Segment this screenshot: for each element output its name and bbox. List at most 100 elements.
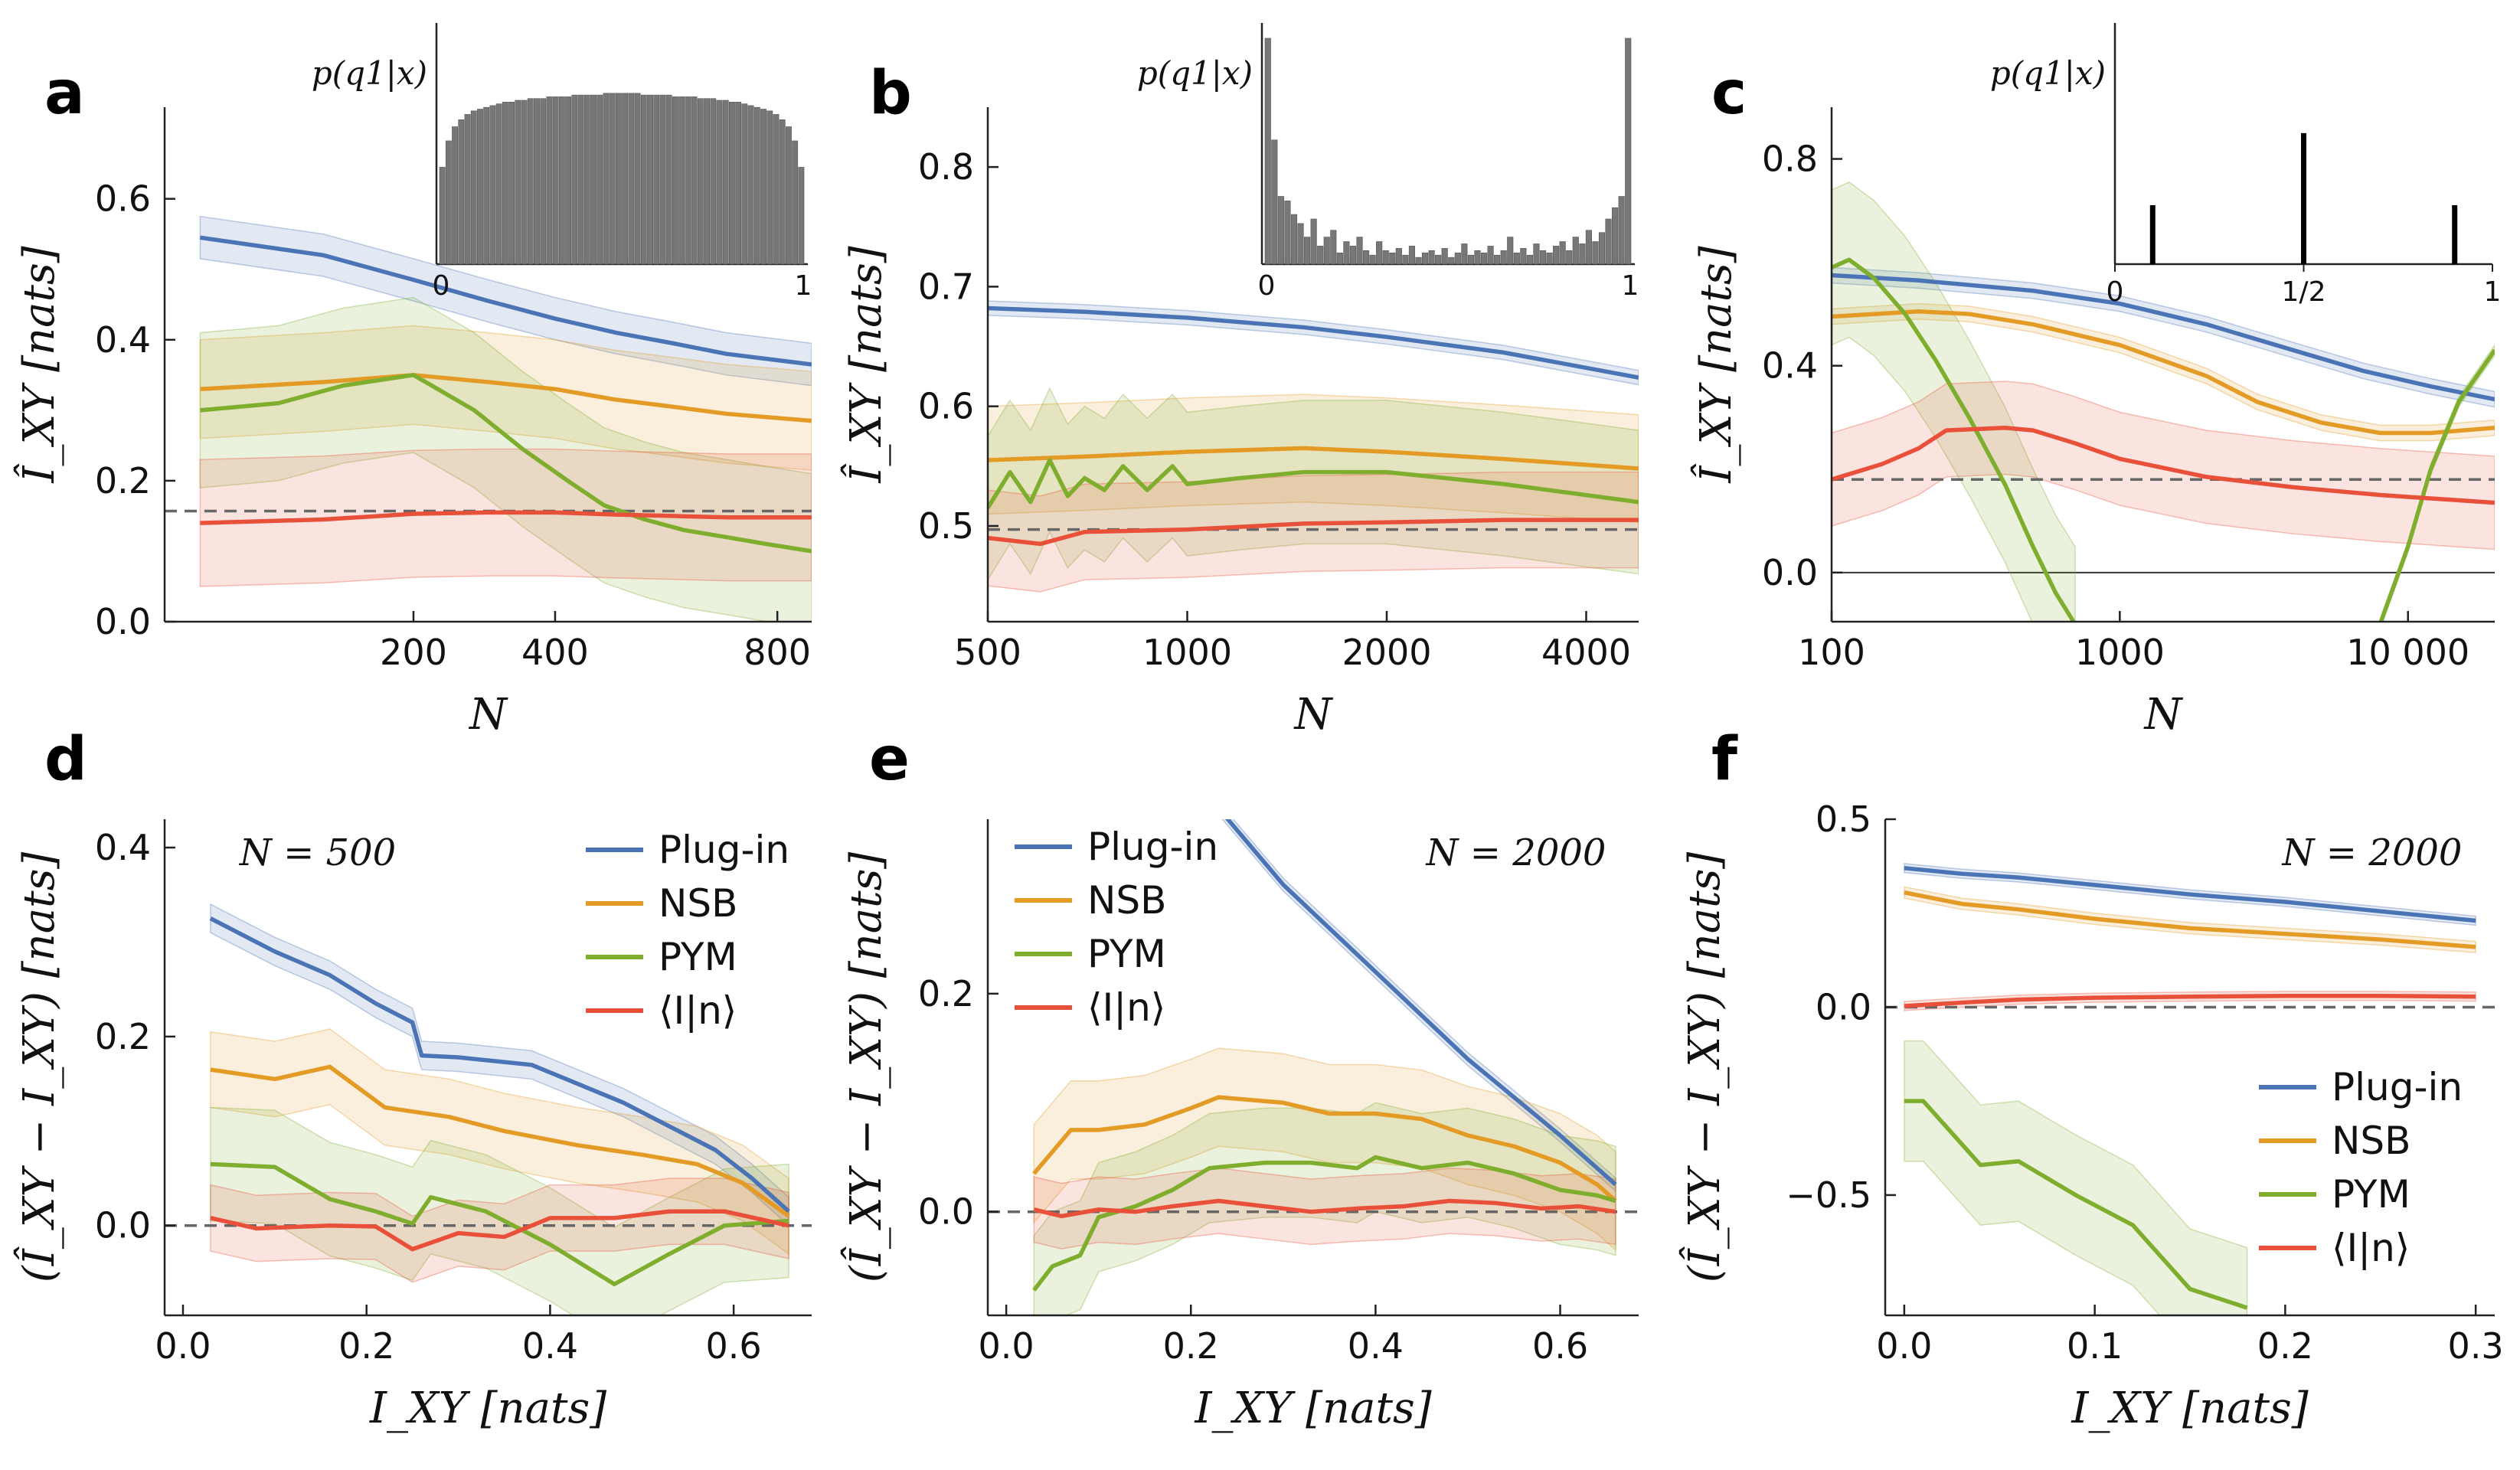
inset-bar — [1585, 230, 1592, 265]
inset-bar — [735, 102, 742, 265]
panel-e: e 0.0 0.2 0.0 0.2 0.4 0.6 I_XY [nats] (Î_XY − I… — [840, 725, 1639, 1433]
legend-label: PYM — [2332, 1172, 2411, 1217]
inset-bar — [685, 96, 691, 265]
inset-bar — [678, 96, 685, 265]
plot-area — [1832, 181, 2495, 622]
panel-letter-f: f — [1711, 725, 1738, 794]
inset-bar — [477, 109, 483, 265]
x-axis-label: N — [2143, 690, 2184, 740]
inset-bar — [779, 119, 786, 265]
inset-bar — [1264, 38, 1271, 265]
inset-bar — [1290, 214, 1298, 265]
series-line-in — [210, 1209, 789, 1252]
inset-histogram: p(q1|x) 0 1 — [312, 23, 812, 302]
inset-bar — [1461, 243, 1468, 265]
inset-bar — [1605, 218, 1612, 265]
inset-bar — [672, 96, 678, 265]
inset-bar — [1448, 256, 1455, 265]
inset-bar — [1467, 254, 1474, 265]
inset-bar — [1395, 248, 1402, 265]
inset-bar — [1369, 254, 1376, 265]
legend-label: Plug-in — [659, 828, 789, 872]
inset-bar — [534, 98, 540, 265]
x-tick-label: 4000 — [1541, 632, 1631, 673]
inset-bar — [527, 98, 534, 265]
x-tick-label: 2000 — [1342, 632, 1431, 673]
legend-label: ⟨I|n⟩ — [2332, 1226, 2410, 1270]
series-line-plugin — [1224, 819, 1617, 1187]
panel-a: a 0.0 0.2 0.4 0.6 200 400 800 N Î_XY [nats] p(q1|… — [13, 23, 812, 740]
series-line-in — [1904, 993, 2476, 1008]
inset-bar — [1435, 254, 1442, 265]
y-tick-label: 0.2 — [95, 1016, 151, 1057]
y-tick-label: 0.6 — [918, 386, 974, 427]
inset-bar — [691, 96, 698, 265]
band-nsb — [988, 394, 1639, 524]
y-tick-label: 0.6 — [95, 178, 151, 220]
inset-bar — [615, 93, 622, 265]
series-line-nsb — [1032, 1095, 1617, 1203]
panel-b: b 0.5 0.6 0.7 0.8 500 1000 2000 4000 N Î_XY [nats… — [840, 23, 1639, 740]
inset-bar — [760, 109, 766, 265]
band-nsb — [1832, 302, 2495, 442]
x-axis-label: N — [1293, 690, 1334, 740]
x-axis-label: I_XY [nats] — [369, 1383, 606, 1433]
inset-bar — [1441, 248, 1448, 265]
y-tick-label: −0.5 — [1786, 1174, 1871, 1216]
plot-area — [165, 215, 812, 622]
series-line-pym — [1832, 257, 2077, 622]
band-plugin — [1832, 266, 2495, 408]
inset-bar — [1579, 243, 1586, 265]
inset-bar — [741, 103, 748, 265]
inset-bar — [1618, 196, 1625, 265]
y-tick-label: 0.4 — [95, 319, 151, 361]
x-tick-label: 0.2 — [1163, 1325, 1219, 1367]
y-tick-label: 0.5 — [918, 505, 974, 547]
legend-label: NSB — [659, 881, 737, 926]
inset-tick-label: 1/2 — [2282, 276, 2326, 308]
series-line-pym — [210, 1161, 789, 1287]
series-line-plugin — [209, 916, 790, 1214]
inset-bar — [773, 114, 780, 265]
inset-label: p(q1|x) — [312, 54, 427, 92]
y-tick-label: 0.0 — [95, 601, 151, 642]
inset-bar — [659, 94, 666, 265]
inset-bar — [1480, 252, 1488, 265]
inset-bar — [1343, 241, 1350, 265]
y-tick-label: 0.4 — [1762, 345, 1818, 387]
inset-bar — [552, 96, 559, 265]
y-tick-label: 0.2 — [95, 460, 151, 501]
inset-bar — [1408, 246, 1416, 265]
inset-bar — [452, 126, 458, 265]
legend-label: PYM — [1087, 932, 1166, 976]
inset-bar — [722, 100, 729, 265]
inset-bar — [1330, 230, 1337, 265]
inset-bar — [439, 167, 446, 265]
inset-bar — [596, 94, 603, 265]
inset-bar — [628, 93, 635, 265]
inset-bar — [571, 94, 578, 265]
inset-histogram: p(q1|x) 0 1/2 1 — [1990, 23, 2501, 308]
band-nsb — [1033, 1047, 1616, 1252]
inset-bar — [1533, 243, 1540, 265]
y-axis-label: (Î_XY − I_XY) [nats] — [13, 852, 64, 1282]
inset-bar — [540, 98, 547, 265]
inset-bar — [483, 106, 490, 265]
inset-bar — [798, 167, 805, 265]
inset-bar — [1415, 256, 1422, 265]
inset-bar — [1526, 254, 1533, 265]
inset-bar — [747, 105, 754, 265]
inset-bar — [1382, 250, 1389, 265]
band-in — [199, 448, 812, 587]
inset-bar — [445, 140, 452, 265]
y-tick-label: 0.7 — [918, 266, 974, 307]
legend-label: Plug-in — [1087, 825, 1218, 869]
inset-bar — [1612, 207, 1619, 265]
y-tick-label: 0.0 — [95, 1205, 151, 1246]
y-tick-label: 0.0 — [1816, 986, 1871, 1027]
x-tick-label: 1000 — [1142, 632, 1232, 673]
plot-area — [988, 300, 1639, 593]
x-tick-label: 0.2 — [2257, 1325, 2313, 1367]
x-tick-label: 800 — [744, 632, 811, 673]
